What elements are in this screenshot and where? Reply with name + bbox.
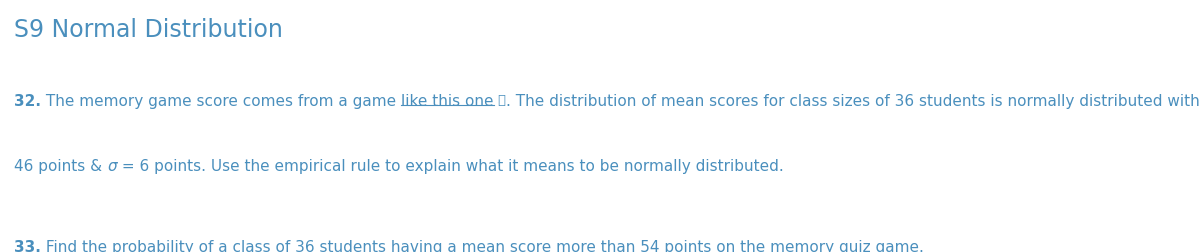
- Text: = 6 points. Use the empirical rule to explain what it means to be normally distr: = 6 points. Use the empirical rule to ex…: [118, 159, 784, 174]
- Text: The memory game score comes from a game: The memory game score comes from a game: [42, 93, 401, 108]
- Text: ⧉: ⧉: [494, 93, 505, 106]
- Text: S9 Normal Distribution: S9 Normal Distribution: [14, 18, 283, 42]
- Text: 32.: 32.: [14, 93, 41, 108]
- Text: . The distribution of mean scores for class sizes of 36 students is normally dis: . The distribution of mean scores for cl…: [505, 93, 1200, 108]
- Text: 46 points &: 46 points &: [14, 159, 108, 174]
- Text: 33.: 33.: [14, 239, 41, 252]
- Text: Find the probability of a class of 36 students having a mean score more than 54 : Find the probability of a class of 36 st…: [41, 239, 924, 252]
- Text: like this one: like this one: [402, 93, 494, 108]
- Text: σ: σ: [108, 159, 118, 174]
